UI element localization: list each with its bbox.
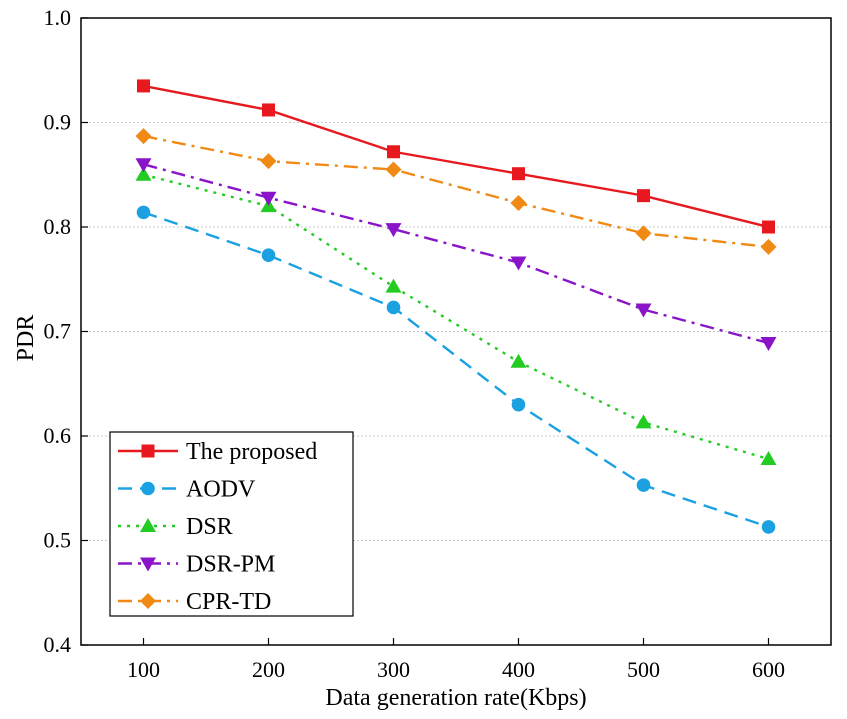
data-point-cpr-td	[385, 161, 402, 178]
x-tick-label: 100	[127, 657, 160, 682]
series-line-dsr-pm	[143, 163, 769, 345]
legend-item-dsr-pm: DSR-PM	[118, 552, 275, 578]
legend-marker-the-proposed	[141, 444, 155, 458]
data-point-aodv	[511, 397, 526, 412]
data-point-cpr-td	[635, 225, 652, 242]
legend-item-aodv: AODV	[118, 477, 256, 503]
x-tick-label: 200	[252, 657, 285, 682]
data-point-dsr-pm	[260, 191, 277, 206]
data-point-dsr	[135, 166, 152, 181]
x-tick-label: 400	[502, 657, 535, 682]
y-tick-label: 0.7	[44, 319, 72, 344]
data-point-aodv	[136, 205, 151, 220]
y-tick-label: 0.4	[44, 632, 72, 657]
data-point-the-proposed	[137, 79, 150, 93]
series-line-aodv	[143, 211, 769, 529]
data-point-cpr-td	[510, 194, 527, 211]
legend-label-cpr-td: CPR-TD	[186, 589, 271, 615]
legend-item-dsr: DSR	[118, 514, 233, 540]
legend-label-dsr-pm: DSR-PM	[186, 552, 275, 578]
legend-marker-dsr-pm	[140, 557, 156, 572]
series-aodv	[136, 205, 776, 534]
data-point-the-proposed	[387, 145, 400, 159]
data-point-the-proposed	[762, 220, 775, 234]
data-point-aodv	[761, 520, 776, 534]
legend-label-the-proposed: The proposed	[186, 439, 317, 465]
legend: The proposed AODV DSR DSR-PM CPR-TD	[109, 431, 354, 617]
series-line-the-proposed	[143, 84, 769, 229]
series-line-cpr-td	[143, 134, 769, 249]
y-tick-label: 0.5	[44, 528, 72, 553]
y-axis-title: PDR	[13, 315, 39, 362]
series-dsr-pm	[135, 158, 777, 351]
legend-marker-dsr	[140, 518, 156, 532]
data-point-dsr	[385, 278, 402, 293]
x-axis-title: Data generation rate(Kbps)	[325, 685, 586, 711]
legend-label-dsr: DSR	[186, 514, 233, 540]
legend-label-aodv: AODV	[186, 477, 256, 503]
axis-ticks: 0.4 0.5 0.6 0.7 0.8 0.9 1.0 100 200 300 400 500 600	[44, 5, 786, 682]
y-tick-label: 0.6	[44, 423, 72, 448]
data-point-the-proposed	[637, 189, 650, 203]
data-point-dsr	[760, 450, 777, 465]
legend-item-cpr-td: CPR-TD	[118, 589, 271, 615]
data-point-the-proposed	[512, 167, 525, 181]
series-group	[135, 79, 777, 534]
x-tick-label: 600	[752, 657, 785, 682]
data-point-cpr-td	[260, 153, 277, 170]
data-point-cpr-td	[135, 128, 152, 145]
data-point-dsr	[635, 414, 652, 429]
data-point-dsr-pm	[510, 256, 527, 271]
data-point-the-proposed	[262, 103, 275, 117]
data-point-dsr	[510, 353, 527, 368]
x-tick-label: 300	[377, 657, 410, 682]
data-point-aodv	[636, 478, 651, 492]
y-tick-label: 0.9	[44, 110, 72, 135]
data-point-dsr-pm	[760, 336, 777, 351]
legend-item-the-proposed: The proposed	[118, 439, 317, 465]
data-point-aodv	[386, 300, 401, 315]
data-point-dsr-pm	[635, 303, 652, 318]
data-point-dsr-pm	[385, 223, 402, 238]
y-tick-label: 1.0	[44, 5, 72, 30]
data-point-aodv	[261, 248, 276, 263]
series-cpr-td	[135, 128, 777, 255]
y-tick-label: 0.8	[44, 214, 72, 239]
data-point-cpr-td	[760, 238, 777, 255]
data-point-dsr-pm	[135, 158, 152, 173]
x-tick-label: 500	[627, 657, 660, 682]
legend-marker-cpr-td	[140, 593, 156, 609]
legend-marker-aodv	[141, 481, 155, 496]
series-the-proposed	[137, 79, 775, 234]
